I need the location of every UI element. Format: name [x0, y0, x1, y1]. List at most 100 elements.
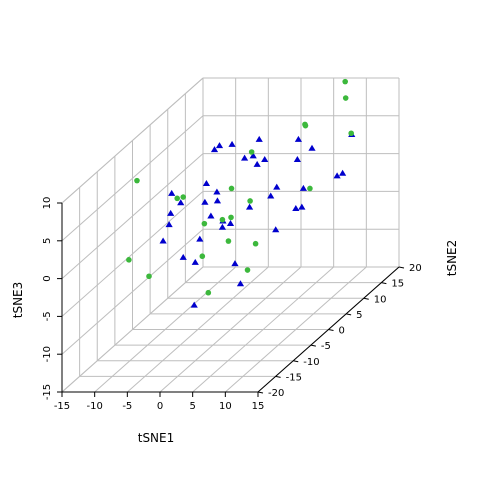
z-tick-label: -15	[42, 384, 53, 400]
data-point-circle	[248, 149, 255, 155]
data-point-triangle	[210, 146, 219, 153]
data-point-triangle	[255, 135, 263, 142]
data-point-circle	[228, 185, 235, 192]
y-tick-mark	[346, 313, 352, 316]
data-point-triangle	[293, 155, 301, 162]
x-tick-label: 0	[157, 401, 163, 412]
y-tick-label: 5	[356, 310, 362, 321]
data-point-triangle	[333, 172, 341, 179]
data-point-circle	[244, 267, 251, 273]
data-point-circle	[201, 220, 208, 227]
z-tick-label: 5	[42, 238, 53, 244]
y-tick-mark	[328, 329, 334, 331]
z-tick-label: -5	[42, 311, 53, 321]
grid-layer	[61, 77, 400, 393]
data-point-circle	[225, 238, 232, 244]
y-tick-label: 0	[339, 326, 345, 337]
data-point-triangle	[159, 237, 167, 244]
data-point-triangle	[241, 154, 249, 161]
data-point-circle	[228, 214, 234, 221]
data-point-triangle	[190, 301, 198, 308]
data-point-triangle	[253, 160, 261, 167]
y-tick-label: -10	[303, 357, 319, 368]
y-tick-label: 20	[409, 263, 422, 274]
data-point-triangle	[179, 253, 187, 260]
data-point-circle	[252, 240, 259, 247]
y-tick-mark	[257, 391, 264, 394]
data-point-triangle	[236, 280, 245, 287]
x-tick-label: 5	[189, 401, 195, 412]
y-tick-label: -15	[286, 372, 302, 383]
data-point-triangle	[272, 226, 280, 233]
y-tick-mark	[363, 297, 369, 300]
x-tick-label: -10	[86, 401, 102, 412]
data-point-triangle	[228, 140, 236, 147]
data-point-circle	[134, 177, 140, 184]
x-tick-label: 15	[252, 401, 265, 412]
data-point-triangle	[165, 221, 173, 228]
z-axis-label: tSNE3	[11, 282, 25, 319]
data-point-triangle	[308, 144, 316, 151]
data-point-triangle	[261, 155, 269, 162]
data-point-triangle	[191, 258, 199, 265]
data-point-circle	[348, 130, 355, 137]
data-point-triangle	[294, 135, 303, 142]
data-point-triangle	[207, 212, 215, 219]
data-point-circle	[342, 78, 348, 85]
x-tick-label: -5	[122, 401, 132, 412]
y-tick-mark	[398, 266, 405, 269]
points-layer	[126, 78, 356, 308]
data-point-triangle	[201, 198, 209, 205]
data-point-triangle	[167, 209, 175, 216]
y-tick-mark	[275, 375, 281, 378]
data-point-triangle	[299, 184, 307, 191]
data-point-triangle	[177, 199, 185, 206]
x-axis-label: tSNE1	[138, 431, 175, 445]
data-point-triangle	[213, 188, 221, 195]
data-point-triangle	[213, 197, 222, 204]
data-point-circle	[146, 273, 152, 280]
data-point-triangle	[292, 204, 300, 211]
data-point-triangle	[218, 223, 227, 230]
data-point-triangle	[298, 203, 306, 210]
grid-line	[61, 115, 204, 242]
data-point-triangle	[196, 235, 204, 242]
data-point-circle	[199, 253, 206, 260]
data-point-circle	[219, 216, 226, 223]
data-point-triangle	[267, 192, 275, 199]
y-tick-mark	[293, 360, 299, 363]
data-point-triangle	[249, 152, 257, 159]
y-tick-label: 10	[374, 294, 387, 305]
grid-line	[61, 228, 204, 355]
grid-line	[61, 153, 204, 279]
x-tick-label: -15	[54, 401, 70, 412]
z-tick-label: -10	[42, 346, 53, 362]
axis-layer: -15 -10 -5 0 5 10 15-20-15-10-505101520-15-10-…	[42, 197, 422, 412]
data-point-circle	[126, 257, 132, 263]
grid-line	[61, 191, 204, 317]
data-point-circle	[247, 198, 253, 204]
data-point-circle	[180, 194, 187, 200]
data-point-circle	[342, 95, 349, 101]
data-point-circle	[302, 122, 309, 129]
y-tick-mark	[310, 344, 316, 347]
y-tick-label: -5	[321, 341, 331, 352]
data-point-triangle	[202, 179, 211, 186]
data-point-circle	[205, 289, 212, 296]
data-point-triangle	[245, 203, 254, 210]
y-tick-label: 15	[391, 279, 404, 290]
y-tick-label: -20	[268, 388, 284, 399]
data-point-triangle	[339, 169, 347, 176]
data-point-triangle	[273, 183, 281, 190]
data-point-triangle	[168, 189, 176, 196]
data-point-triangle	[226, 220, 235, 227]
data-point-triangle	[231, 260, 239, 267]
y-tick-mark	[381, 282, 387, 285]
x-tick-label: 10	[219, 401, 232, 412]
y-axis-label: tSNE2	[445, 240, 459, 277]
data-point-triangle	[215, 142, 224, 149]
data-point-circle	[307, 185, 313, 192]
box-edge	[61, 77, 204, 204]
z-tick-label: 0	[42, 275, 53, 281]
